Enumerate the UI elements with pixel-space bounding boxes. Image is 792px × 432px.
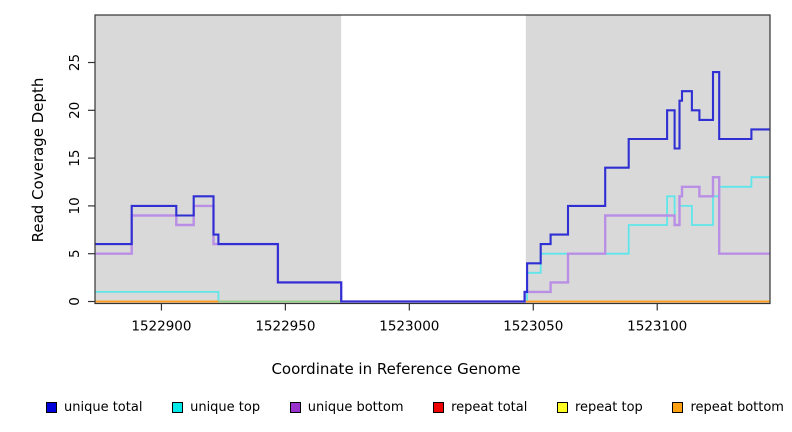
y-axis-tick-label: 0 bbox=[67, 297, 83, 306]
y-axis-tick-label: 5 bbox=[67, 249, 83, 258]
legend-item-unique-top: unique top bbox=[172, 400, 260, 415]
y-axis-title: Read Coverage Depth bbox=[29, 77, 47, 243]
legend-item-repeat-top: repeat top bbox=[557, 400, 643, 415]
y-axis-tick-label: 15 bbox=[67, 150, 83, 167]
legend-item-unique-total: unique total bbox=[46, 400, 142, 415]
legend-item-repeat-bottom: repeat bottom bbox=[672, 400, 784, 415]
legend-swatch bbox=[46, 401, 57, 413]
legend-item-label: unique total bbox=[64, 399, 143, 415]
x-axis-tick-label: 1523050 bbox=[503, 319, 563, 335]
x-axis-tick-label: 1522950 bbox=[255, 319, 315, 335]
legend-swatch bbox=[433, 401, 445, 413]
legend-item-label: repeat total bbox=[451, 399, 528, 415]
legend-item-label: unique top bbox=[190, 399, 261, 415]
shaded-region-left-gray-region bbox=[95, 15, 342, 304]
legend-swatch bbox=[557, 401, 568, 413]
x-axis-tick-label: 1523000 bbox=[379, 319, 439, 335]
x-axis-tick-label: 1523100 bbox=[627, 319, 687, 335]
legend-item-label: unique bottom bbox=[307, 399, 404, 415]
shaded-region-right-gray-region bbox=[525, 15, 770, 304]
legend: unique total unique top unique bottom repea… bbox=[46, 397, 784, 417]
legend-item-unique-bottom: unique bottom bbox=[289, 399, 404, 415]
x-axis-title: Coordinate in Reference Genome bbox=[271, 360, 521, 378]
y-axis-tick-label: 10 bbox=[67, 197, 83, 214]
legend-swatch bbox=[672, 401, 684, 413]
x-axis-tick-label: 1522900 bbox=[131, 319, 191, 335]
plot-box bbox=[94, 14, 771, 305]
series-unique-total-line bbox=[95, 71, 770, 303]
y-axis-tick-label: 25 bbox=[67, 54, 83, 71]
y-axis-tick-label: 20 bbox=[67, 102, 83, 119]
legend-item-label: repeat top bbox=[575, 399, 643, 415]
legend-item-label: repeat bottom bbox=[690, 399, 784, 415]
legend-swatch bbox=[289, 401, 301, 413]
legend-item-repeat-total: repeat total bbox=[433, 400, 527, 415]
legend-swatch bbox=[172, 401, 184, 413]
